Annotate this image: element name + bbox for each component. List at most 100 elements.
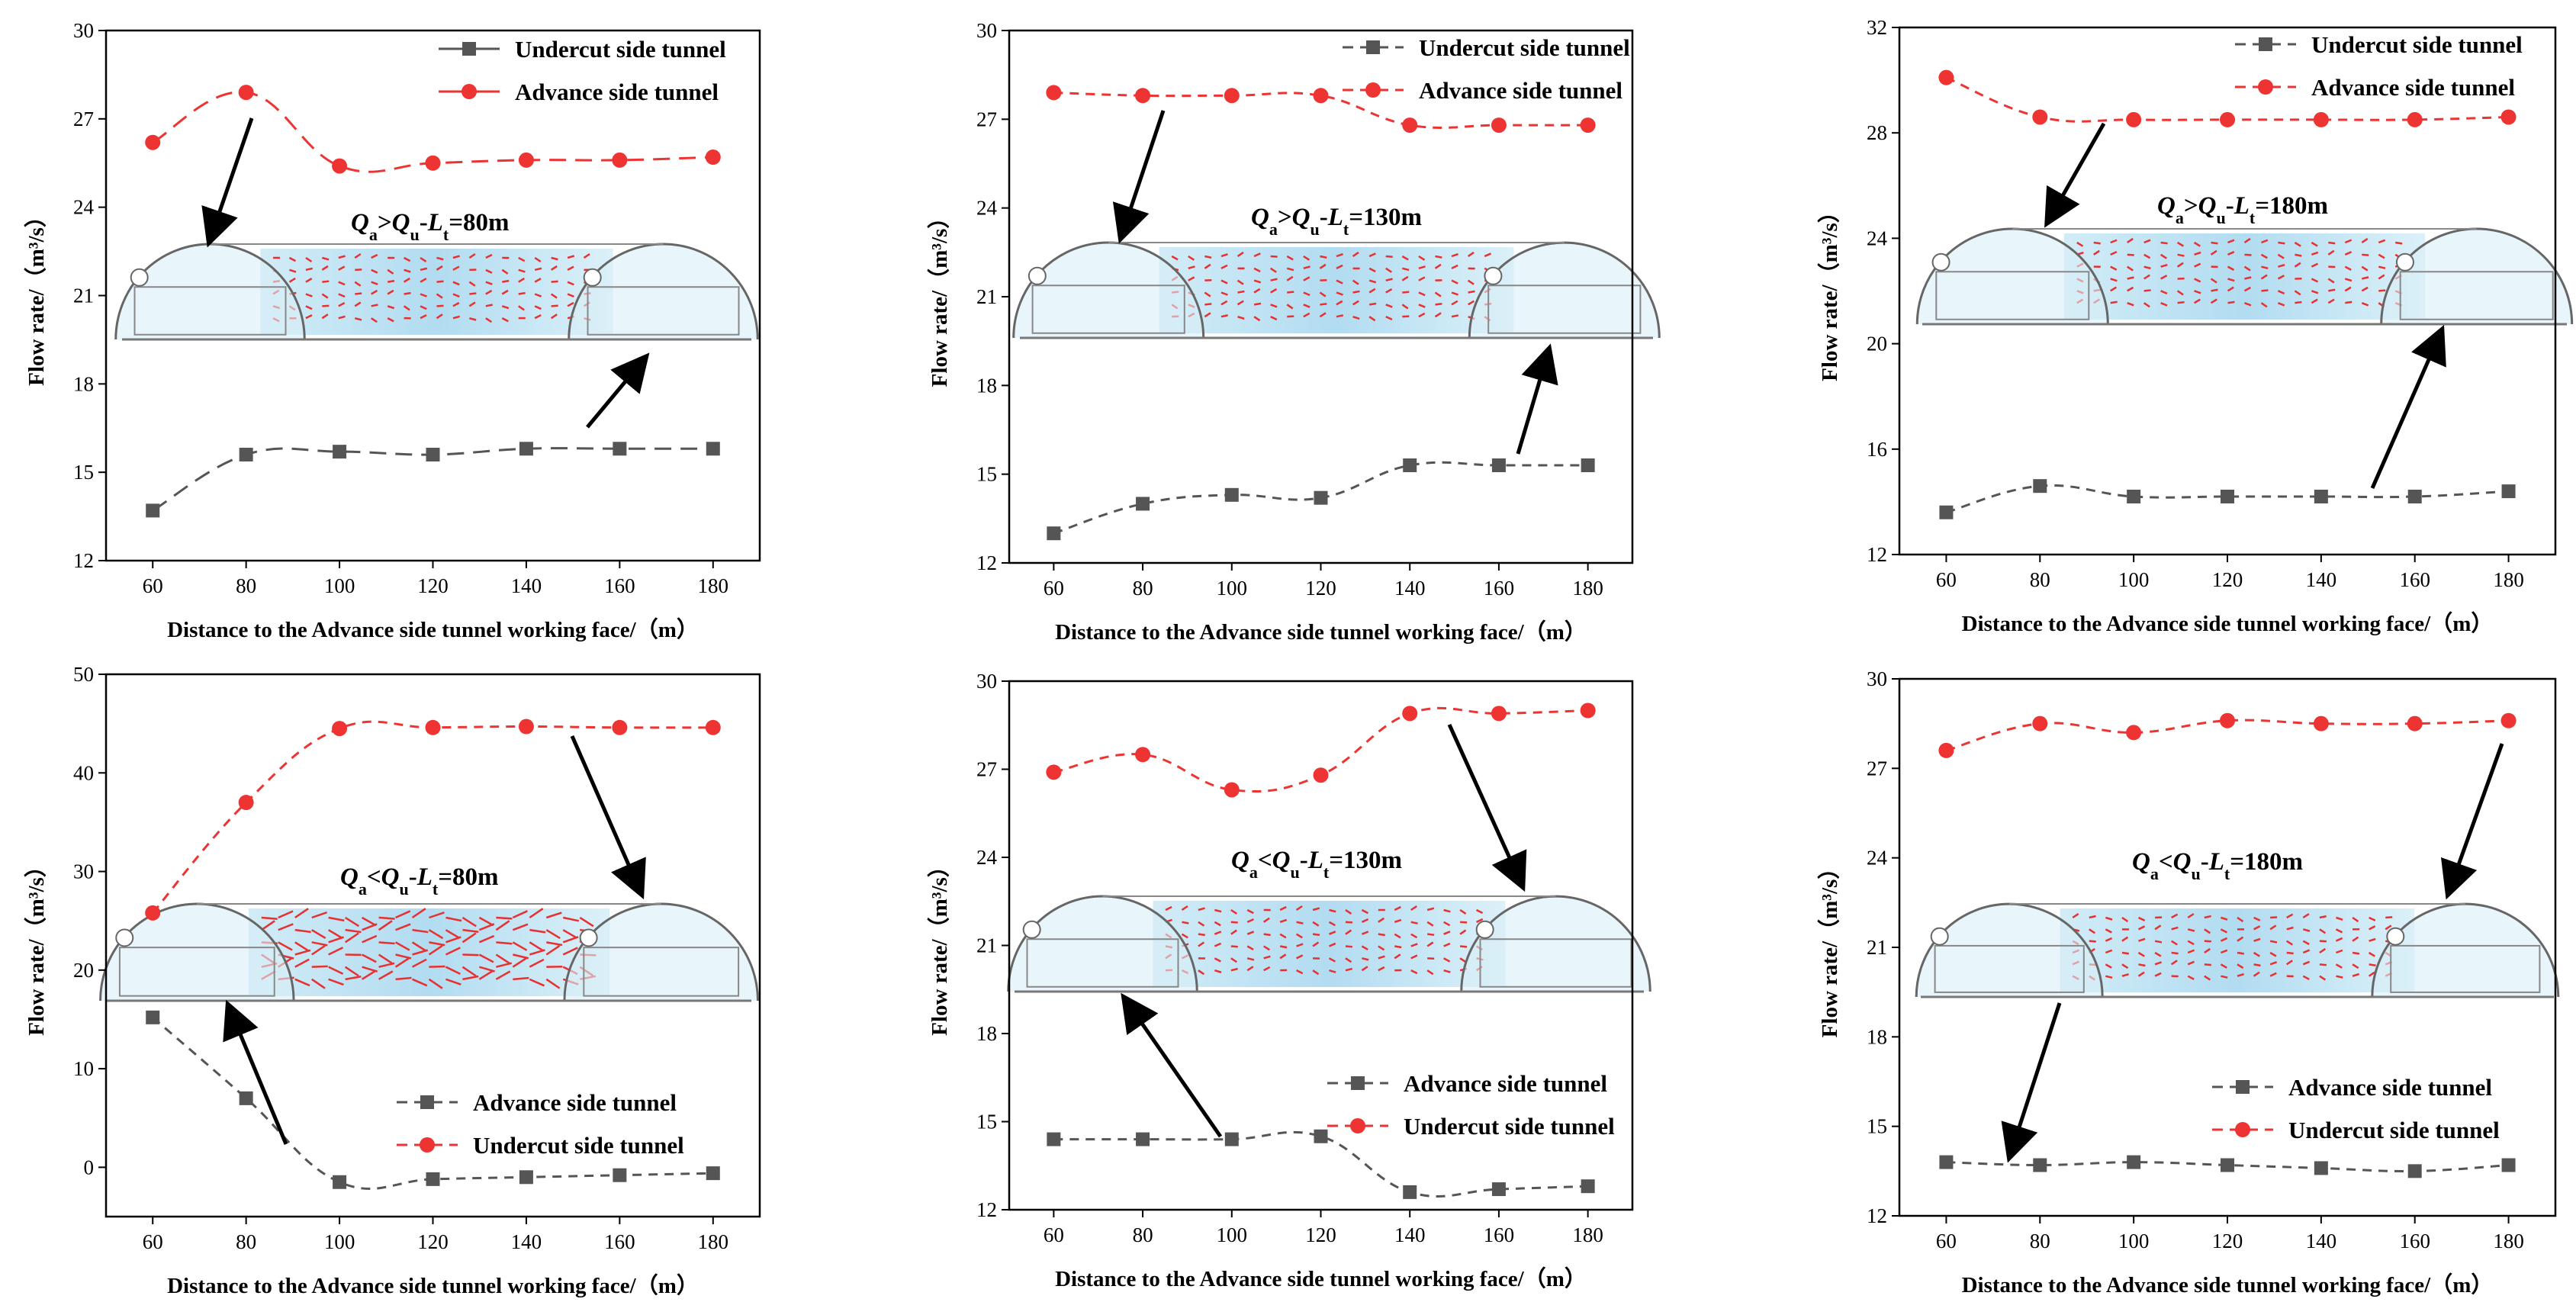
velocity-vector <box>1352 300 1359 306</box>
velocity-vector <box>2244 276 2252 280</box>
velocity-vector <box>2295 301 2302 304</box>
y-tick-label: 21 <box>73 285 94 307</box>
annotation-part-s3: t <box>1323 863 1330 882</box>
velocity-vector <box>1418 276 1426 281</box>
velocity-vector <box>338 255 346 259</box>
velocity-vector <box>1361 908 1368 915</box>
data-point-square <box>426 448 440 461</box>
velocity-vector <box>305 314 313 320</box>
velocity-vector <box>1378 955 1385 960</box>
data-point-circle <box>1224 88 1240 104</box>
velocity-vector <box>1319 291 1327 297</box>
velocity-vector <box>1426 907 1435 911</box>
data-point-square <box>333 445 347 459</box>
velocity-vector <box>2319 963 2327 966</box>
annotation-part-op: < <box>367 863 381 891</box>
y-tick-label: 16 <box>1867 438 1887 461</box>
tunnel-left-arch-frame <box>1026 938 1179 988</box>
data-point-square <box>519 442 533 456</box>
velocity-vector <box>305 256 313 263</box>
velocity-vector <box>404 291 411 295</box>
annotation-part-value: =180m <box>2230 848 2303 876</box>
velocity-vector <box>1198 933 1205 937</box>
velocity-vector <box>468 252 476 259</box>
velocity-vector <box>1295 905 1303 911</box>
velocity-vector <box>2253 971 2260 977</box>
velocity-vector <box>1345 967 1352 972</box>
velocity-vector <box>1368 288 1376 294</box>
velocity-vector <box>2143 253 2151 259</box>
annotation-part-dash: - <box>420 209 428 236</box>
velocity-vector <box>1443 908 1451 913</box>
velocity-vector <box>583 252 590 259</box>
velocity-vector <box>1368 316 1376 322</box>
velocity-vector <box>436 293 443 299</box>
x-tick-label: 80 <box>1133 577 1153 600</box>
data-point-square <box>1491 1182 1506 1197</box>
velocity-vector <box>1329 969 1336 973</box>
legend-marker-square <box>2259 37 2272 51</box>
velocity-vector <box>1443 957 1451 963</box>
velocity-vector <box>545 944 561 956</box>
velocity-vector <box>2143 274 2150 280</box>
velocity-vector <box>518 291 526 295</box>
velocity-vector <box>338 315 346 320</box>
velocity-vector <box>452 265 460 271</box>
velocity-vector <box>2361 265 2369 272</box>
tunnel-right-arch-duct <box>583 268 602 287</box>
velocity-vector <box>2154 951 2162 957</box>
velocity-vector <box>1362 957 1369 961</box>
x-axis-title: Distance to the Advance side tunnel work… <box>1962 611 2494 636</box>
velocity-vector <box>1394 905 1401 911</box>
velocity-vector <box>2385 924 2392 931</box>
x-tick-label: 60 <box>143 1230 163 1253</box>
velocity-vector <box>1296 921 1304 924</box>
velocity-vector <box>288 277 296 283</box>
velocity-vector <box>2243 286 2251 292</box>
x-axis-title: Distance to the Advance side tunnel work… <box>1962 1272 2494 1297</box>
velocity-vector <box>551 280 558 283</box>
velocity-vector <box>429 965 445 968</box>
velocity-vector <box>2089 940 2096 943</box>
velocity-vector <box>2269 940 2278 944</box>
velocity-vector <box>1410 954 1418 960</box>
velocity-vector <box>1443 942 1451 947</box>
velocity-vector <box>322 256 330 261</box>
velocity-vector <box>1451 314 1459 318</box>
annotation-part-s1: a <box>1249 863 1258 882</box>
velocity-vector <box>2277 253 2285 259</box>
tunnel-flow-inset <box>99 902 759 1002</box>
data-point-circle <box>1046 764 1062 780</box>
velocity-vector <box>485 289 493 295</box>
velocity-vector <box>294 908 309 919</box>
tunnel-left-arch-duct <box>1028 266 1047 285</box>
velocity-vector <box>2127 301 2134 307</box>
data-point-square <box>613 442 627 456</box>
legend-marker-square <box>1366 40 1380 54</box>
data-point-square <box>1314 490 1328 505</box>
velocity-vector <box>411 958 427 968</box>
x-tick-label: 160 <box>604 1230 635 1253</box>
velocity-vector <box>1286 275 1294 281</box>
data-point-circle <box>1135 747 1151 763</box>
velocity-vector <box>1246 918 1254 923</box>
y-tick-label: 18 <box>976 374 997 397</box>
y-tick-label: 30 <box>976 670 997 693</box>
velocity-vector <box>452 293 460 298</box>
data-point-square <box>1047 1132 1061 1146</box>
legend-marker-circle <box>461 84 477 99</box>
x-tick-label: 140 <box>2306 568 2337 591</box>
velocity-vector <box>529 978 545 987</box>
y-tick-label: 18 <box>73 372 94 395</box>
velocity-vector <box>2227 265 2235 271</box>
velocity-vector <box>2261 265 2269 270</box>
velocity-vector <box>2311 262 2319 268</box>
velocity-vector <box>2352 916 2359 923</box>
y-tick-label: 27 <box>1867 757 1887 780</box>
annotation-part-s3: t <box>2250 208 2256 227</box>
data-point-square <box>1047 526 1061 541</box>
velocity-vector <box>1361 918 1369 923</box>
tunnel-flow-inset <box>114 243 759 341</box>
x-tick-label: 120 <box>1305 577 1336 600</box>
velocity-vector <box>2204 963 2211 966</box>
